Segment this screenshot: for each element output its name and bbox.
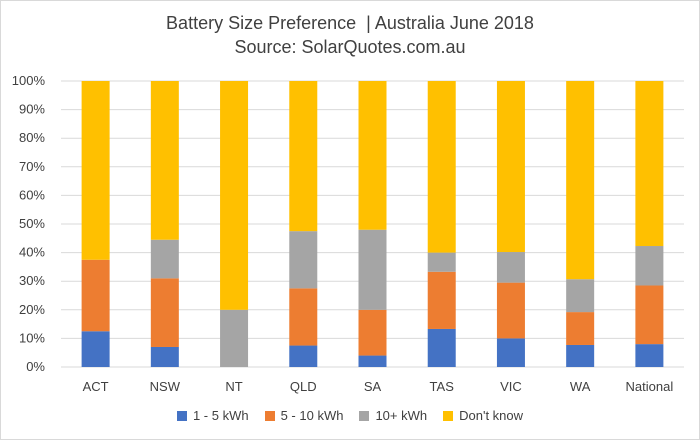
bar-segment [220,309,249,367]
legend-label: 5 - 10 kWh [280,408,344,423]
y-tick-label: 40% [19,245,45,260]
bar-segment [566,344,595,367]
bar-segment [635,246,664,286]
x-tick-label: TAS [430,379,455,394]
bar-segment [496,338,525,367]
bar-segment [635,285,664,345]
legend-swatch [264,410,275,421]
bar-segment [81,259,110,332]
bar-segment [635,344,664,367]
legend-item: 1 - 5 kWh [176,408,249,423]
y-tick-label: 30% [19,273,45,288]
x-tick-label: National [626,379,674,394]
y-tick-label: 70% [19,159,45,174]
bar-segment [150,81,179,240]
y-tick-label: 20% [19,302,45,317]
bar-segment [427,328,456,367]
y-tick-label: 80% [19,130,45,145]
chart-title-block: Battery Size Preference | Australia June… [1,11,699,59]
legend-item: 5 - 10 kWh [264,408,344,423]
bar-segment [81,331,110,367]
y-tick-label: 50% [19,216,45,231]
x-tick-label: VIC [500,379,522,394]
legend-swatch [176,410,187,421]
x-tick-label: NT [225,379,242,394]
bar-segment [427,252,456,272]
bar-segment [289,288,318,346]
bar-segment [150,346,179,367]
bar-segment [358,309,387,356]
chart-title: Battery Size Preference | Australia June… [166,13,534,33]
x-tick-label: SA [364,379,382,394]
y-tick-label: 0% [26,359,45,374]
legend-swatch [443,410,454,421]
y-tick-label: 100% [12,73,46,88]
bar-segment [427,271,456,329]
bar-segment [496,252,525,283]
legend-item: 10+ kWh [359,408,427,423]
chart-legend: 1 - 5 kWh 5 - 10 kWh 10+ kWh Don't know [1,408,699,423]
y-tick-label: 10% [19,330,45,345]
x-tick-label: QLD [290,379,317,394]
legend-label: 1 - 5 kWh [192,408,249,423]
x-tick-label: WA [570,379,591,394]
legend-swatch [359,410,370,421]
x-tick-label: ACT [83,379,109,394]
legend-label: Don't know [459,408,524,423]
legend-label: 10+ kWh [375,408,428,423]
legend-item: Don't know [443,408,523,423]
bar-segment [358,81,387,230]
x-tick-label: NSW [150,379,181,394]
chart-subtitle: Source: SolarQuotes.com.au [234,37,466,57]
bar-segment [289,345,318,367]
bar-segment [635,81,664,247]
bar-segment [358,355,387,367]
bar-segment [496,282,525,339]
bar-segment [566,279,595,313]
y-tick-label: 60% [19,187,45,202]
y-tick-label: 90% [19,102,45,117]
bar-segment [566,81,595,280]
bar-segment [496,81,525,253]
bar-segment [427,81,456,253]
bar-segment [358,229,387,310]
bar-segment [81,81,110,260]
bar-segment [289,231,318,289]
bar-segment [150,239,179,279]
bar-segment [566,312,595,345]
bar-segment [289,81,318,232]
bar-segment [220,81,249,310]
bar-segment [150,278,179,347]
